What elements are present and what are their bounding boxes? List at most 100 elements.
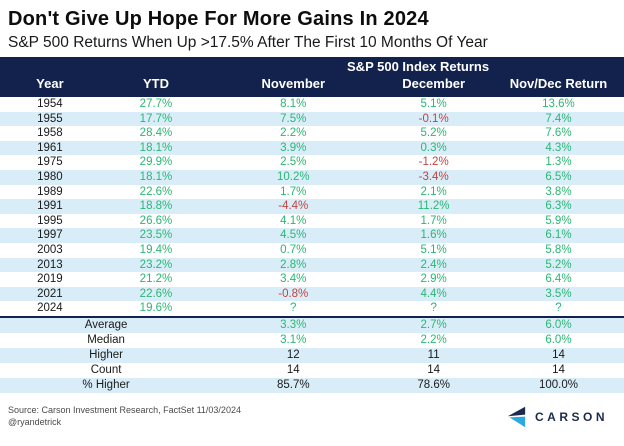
summary-label: Higher — [0, 347, 213, 363]
value-cell: 23.2% — [99, 257, 213, 273]
table-row: 1961 18.1% 3.9% 0.3% 4.3% — [0, 140, 624, 156]
summary-value-cell: 11 — [374, 347, 493, 363]
value-cell: -0.1% — [374, 111, 493, 127]
summary-row: Average 3.3% 2.7% 6.0% — [0, 315, 624, 333]
year-cell: 1997 — [0, 228, 100, 243]
value-cell: 18.1% — [99, 140, 213, 156]
value-cell: 19.6% — [139, 302, 173, 315]
year-cell: 1980 — [0, 169, 100, 185]
table-header: S&P 500 Index Returns Year YTD November Dec… — [0, 57, 624, 97]
value-cell: 6.5% — [492, 169, 624, 185]
year-cell: 1975 — [37, 156, 63, 169]
carson-logo: CARSON — [507, 406, 608, 428]
summary-value-cell: 14 — [492, 347, 624, 363]
summary-row: Higher 12 11 14 — [0, 347, 624, 363]
summary-value-cell: 14 — [427, 363, 441, 376]
value-cell: 2.2% — [280, 127, 307, 140]
year-cell: 2024 — [37, 302, 63, 315]
summary-label: Count — [90, 363, 122, 376]
year-cell: 1995 — [37, 214, 63, 227]
carson-logo-text: CARSON — [534, 410, 608, 424]
value-cell: 2.9% — [420, 273, 447, 286]
year-cell: 1955 — [0, 111, 100, 127]
summary-value-cell: 6.0% — [545, 333, 572, 346]
year-cell: 2003 — [37, 243, 63, 256]
value-cell: 0.7% — [280, 243, 307, 256]
value-cell: 18.1% — [99, 169, 213, 185]
value-cell: 22.6% — [99, 286, 213, 302]
table-row: 2024 19.6%??? — [0, 301, 624, 317]
col-header-november: November — [212, 75, 375, 97]
table-row: 1955 17.7% 7.5% -0.1% 7.4% — [0, 111, 624, 127]
year-cell: 2013 — [0, 257, 100, 273]
summary-row: Count 14 14 14 — [0, 363, 624, 378]
twitter-handle: @ryandetrick — [8, 417, 62, 427]
table-row: 1958 28.4% 2.2% 5.2% 7.6% — [0, 126, 624, 141]
summary-label: % Higher — [0, 377, 213, 393]
value-cell: 4.4% — [374, 286, 493, 302]
summary-value-cell: 100.0% — [492, 377, 624, 393]
table-row: 1989 22.6% 1.7% 2.1% 3.8% — [0, 185, 624, 200]
value-cell: 28.4% — [139, 127, 173, 140]
value-cell: -3.4% — [374, 169, 493, 185]
year-cell: 2021 — [0, 286, 100, 302]
value-cell: 3.4% — [280, 273, 307, 286]
table-row: 2019 21.2% 3.4% 2.9% 6.4% — [0, 272, 624, 287]
year-cell: 1954 — [37, 98, 63, 110]
summary-row: % Higher 85.7% 78.6% 100.0% — [0, 377, 624, 393]
page-subtitle: S&P 500 Returns When Up >17.5% After The… — [8, 34, 488, 51]
summary-value-cell: 6.0% — [492, 315, 624, 333]
value-cell: 5.9% — [545, 214, 572, 227]
value-cell: 13.6% — [542, 98, 575, 110]
value-cell: 0.3% — [374, 140, 493, 156]
returns-table: S&P 500 Index Returns Year YTD November Dec… — [0, 57, 624, 393]
summary-label: Median — [87, 333, 125, 346]
summary-value-cell: 14 — [552, 363, 565, 376]
table-row: 2021 22.6% -0.8% 4.4% 3.5% — [0, 286, 624, 302]
value-cell: 6.4% — [545, 273, 572, 286]
table-row: 2013 23.2% 2.8% 2.4% 5.2% — [0, 257, 624, 273]
summary-body: Average 3.3% 2.7% 6.0% Median 3.1% 2.2% 6.0% Hig… — [0, 315, 624, 393]
year-cell: 1958 — [37, 127, 63, 140]
value-cell: 2.5% — [280, 156, 307, 169]
value-cell: 6.1% — [492, 228, 624, 243]
col-header-ytd: YTD — [99, 75, 213, 97]
value-cell: 5.8% — [545, 243, 572, 256]
value-cell: 11.2% — [374, 199, 493, 214]
year-cell: 1991 — [0, 199, 100, 214]
value-cell: 1.7% — [280, 185, 307, 198]
value-cell: 3.8% — [545, 185, 572, 198]
value-cell: 5.2% — [420, 127, 447, 140]
summary-value-cell: 2.2% — [420, 333, 447, 346]
value-cell: 5.1% — [420, 98, 447, 110]
summary-value-cell: 85.7% — [212, 377, 375, 393]
value-cell: 7.5% — [212, 111, 375, 127]
value-cell: 4.5% — [212, 228, 375, 243]
table-row: 1980 18.1% 10.2% -3.4% 6.5% — [0, 169, 624, 185]
group-header: S&P 500 Index Returns — [212, 57, 624, 75]
value-cell: 1.6% — [374, 228, 493, 243]
value-cell: 2.8% — [212, 257, 375, 273]
col-header-year: Year — [0, 75, 100, 97]
carson-logo-icon — [507, 406, 526, 428]
summary-value-cell: 3.1% — [280, 333, 307, 346]
value-cell: 4.1% — [280, 214, 307, 227]
summary-value-cell: 14 — [286, 363, 300, 376]
year-cell: 1989 — [37, 185, 63, 198]
column-header-row: Year YTD November December Nov/Dec Return — [0, 75, 624, 97]
value-cell: 7.4% — [492, 111, 624, 127]
value-cell: 7.6% — [545, 127, 572, 140]
summary-value-cell: 78.6% — [374, 377, 493, 393]
table-row: 1975 29.9% 2.5% -1.2% 1.3% — [0, 155, 624, 170]
value-cell: 3.9% — [212, 140, 375, 156]
value-cell: 26.6% — [139, 214, 173, 227]
value-cell: 21.2% — [139, 273, 173, 286]
value-cell: -1.2% — [418, 156, 449, 169]
value-cell: 5.1% — [420, 243, 447, 256]
value-cell: 3.5% — [492, 286, 624, 302]
value-cell: 2.4% — [374, 257, 493, 273]
value-cell: 1.7% — [420, 214, 447, 227]
value-cell: 19.4% — [139, 243, 173, 256]
value-cell: ? — [555, 302, 562, 315]
